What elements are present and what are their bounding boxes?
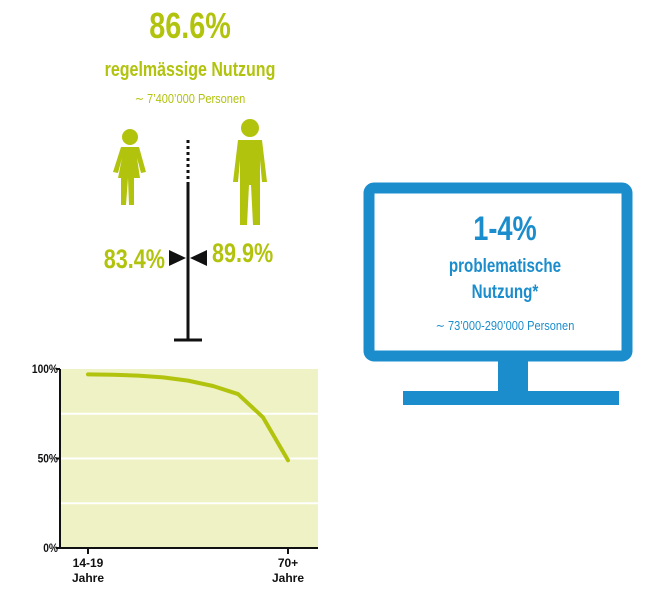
data-line bbox=[86, 372, 290, 463]
men-value: 89.9% bbox=[212, 239, 273, 269]
monitor-persons: ∼ 73’000-290’000 Personen bbox=[436, 318, 575, 333]
y-tick-label: 0% bbox=[43, 542, 58, 555]
monitor-neck bbox=[498, 361, 528, 393]
x-tick-label: 14-19 Jahre bbox=[71, 556, 105, 585]
monitor-value: 1-4% bbox=[473, 209, 536, 248]
man-icon bbox=[233, 119, 267, 225]
women-value: 83.4% bbox=[104, 245, 165, 275]
arrow-right bbox=[169, 250, 186, 266]
arrow-left bbox=[190, 250, 207, 266]
woman-icon bbox=[113, 129, 146, 205]
headline-persons: ∼ 7’400’000 Personen bbox=[135, 91, 245, 106]
monitor-screen bbox=[363, 182, 633, 362]
monitor-label: problematische bbox=[449, 254, 561, 276]
y-tick-label: 50% bbox=[38, 453, 58, 466]
x-tick-label: 70+ Jahre bbox=[271, 556, 305, 585]
monitor-label2: Nutzung* bbox=[472, 280, 539, 302]
headline-value: 86.6% bbox=[149, 5, 231, 46]
monitor-base bbox=[403, 391, 619, 405]
headline-label: regelmässige Nutzung bbox=[105, 58, 276, 80]
y-tick-label: 100% bbox=[32, 363, 58, 376]
